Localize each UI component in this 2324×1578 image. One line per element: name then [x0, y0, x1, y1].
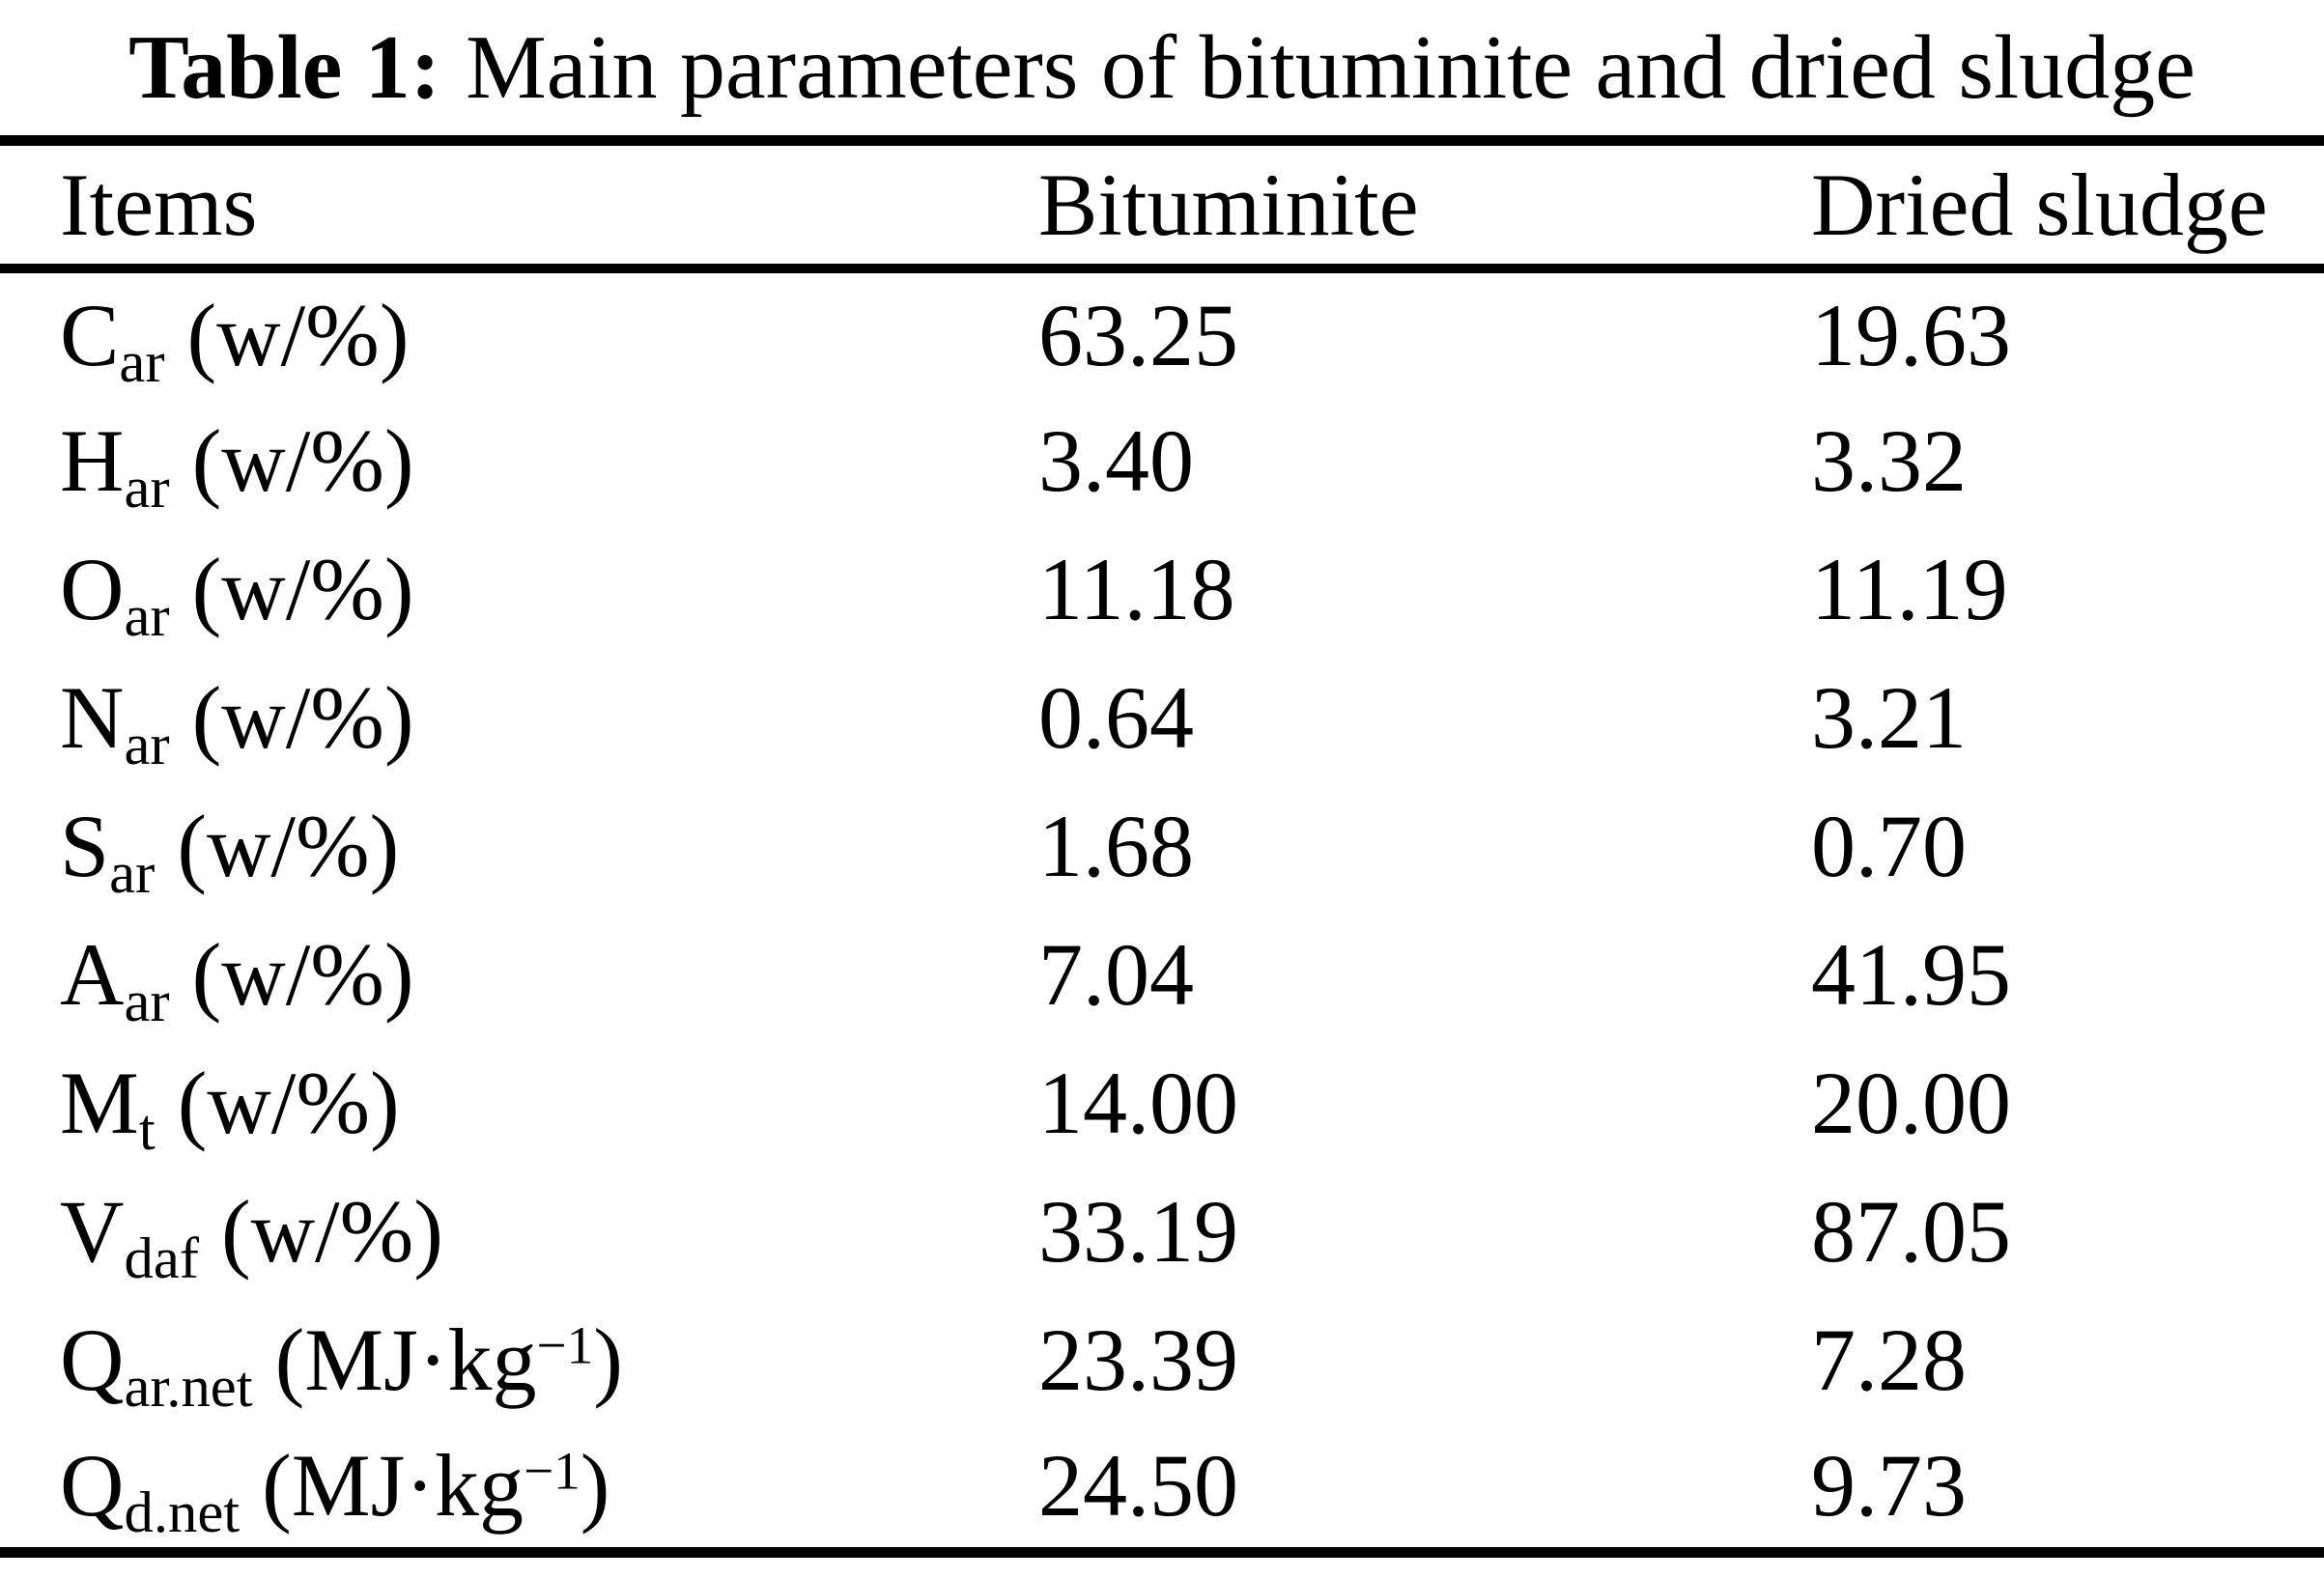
item-subscript: d.net — [124, 1480, 241, 1546]
item-label: Nar (w/%) — [0, 654, 1038, 782]
bituminite-value: 3.40 — [1038, 411, 1194, 510]
table-row-aar: Aar (w/%) 7.04 41.95 — [0, 911, 2324, 1039]
item-subscript: ar — [124, 970, 170, 1034]
item-label: Aar (w/%) — [0, 911, 1038, 1039]
item-unit-close: ) — [580, 1436, 610, 1536]
item-symbol: A — [60, 925, 125, 1024]
table-caption-label: Table 1: — [128, 17, 441, 118]
table-row-oar: Oar (w/%) 11.18 11.19 — [0, 525, 2324, 654]
item-unit: (w/%) — [155, 1054, 400, 1152]
parameters-table: Items Bituminite Dried sludge Car (w/%) … — [0, 135, 2324, 1558]
dried-sludge-value: 20.00 — [1811, 1054, 2011, 1152]
dried-sludge-value: 0.70 — [1811, 797, 1967, 895]
table-row-vdaf: Vdaf (w/%) 33.19 87.05 — [0, 1168, 2324, 1296]
dried-sludge-value: 11.19 — [1811, 540, 2008, 638]
item-label: Qd.net (MJ·kg−1) — [0, 1424, 1038, 1553]
item-unit: (w/%) — [198, 1182, 443, 1281]
table-row-nar: Nar (w/%) 0.64 3.21 — [0, 654, 2324, 782]
item-label: Qar.net (MJ·kg−1) — [0, 1296, 1038, 1424]
item-symbol: V — [60, 1182, 125, 1281]
bituminite-value: 14.00 — [1038, 1054, 1238, 1152]
item-symbol: S — [60, 797, 110, 895]
table-row-sar: Sar (w/%) 1.68 0.70 — [0, 782, 2324, 911]
item-subscript: ar — [124, 584, 170, 649]
item-label: Har (w/%) — [0, 397, 1038, 525]
item-unit-exponent: −1 — [524, 1441, 581, 1501]
item-label: Sar (w/%) — [0, 782, 1038, 911]
column-header-dried-sludge: Dried sludge — [1811, 140, 2324, 273]
item-unit: (w/%) — [169, 925, 414, 1024]
item-unit: (w/%) — [164, 285, 410, 384]
bituminite-value: 11.18 — [1038, 540, 1235, 638]
item-unit: (w/%) — [169, 668, 414, 767]
item-symbol: O — [60, 540, 125, 638]
header-row: Items Bituminite Dried sludge — [0, 140, 2324, 273]
item-unit: (w/%) — [155, 797, 400, 895]
dried-sludge-value: 9.73 — [1811, 1436, 1967, 1536]
item-symbol: N — [60, 668, 125, 767]
item-label: Mt (w/%) — [0, 1039, 1038, 1168]
item-subscript: ar — [109, 841, 156, 906]
dried-sludge-value: 7.28 — [1811, 1310, 1967, 1409]
bituminite-value: 7.04 — [1038, 925, 1194, 1024]
dried-sludge-value: 3.21 — [1811, 668, 1967, 767]
bituminite-value: 63.25 — [1038, 285, 1238, 384]
table-row-mt: Mt (w/%) 14.00 20.00 — [0, 1039, 2324, 1168]
item-symbol: Q — [60, 1436, 125, 1536]
item-symbol: C — [60, 285, 120, 384]
item-label: Oar (w/%) — [0, 525, 1038, 654]
item-subscript: ar — [124, 713, 170, 777]
item-subscript: daf — [124, 1226, 199, 1291]
dried-sludge-value: 3.32 — [1811, 411, 1967, 510]
dried-sludge-value: 87.05 — [1811, 1182, 2011, 1281]
item-label: Vdaf (w/%) — [0, 1168, 1038, 1296]
table-caption: Table 1: Main parameters of bituminite a… — [0, 0, 2324, 135]
bituminite-value: 24.50 — [1038, 1436, 1238, 1536]
table-row-qdnet: Qd.net (MJ·kg−1) 24.50 9.73 — [0, 1424, 2324, 1553]
column-header-bituminite: Bituminite — [1038, 140, 1811, 273]
item-unit-exponent: −1 — [536, 1315, 594, 1375]
item-subscript: ar.net — [124, 1355, 253, 1420]
item-subscript: ar — [124, 456, 170, 521]
table-body: Car (w/%) 63.25 19.63 Har (w/%) 3.40 3.3… — [0, 268, 2324, 1553]
item-unit: (MJ·kg — [240, 1436, 524, 1536]
table-row-har: Har (w/%) 3.40 3.32 — [0, 397, 2324, 525]
table-header: Items Bituminite Dried sludge — [0, 140, 2324, 273]
bituminite-value: 0.64 — [1038, 668, 1194, 767]
table-row-car: Car (w/%) 63.25 19.63 — [0, 268, 2324, 397]
bituminite-value: 23.39 — [1038, 1310, 1238, 1409]
table-row-qarnet: Qar.net (MJ·kg−1) 23.39 7.28 — [0, 1296, 2324, 1424]
table-caption-text: Main parameters of bituminite and dried … — [466, 17, 2196, 118]
item-unit: (w/%) — [169, 411, 414, 510]
item-symbol: H — [60, 411, 125, 510]
item-unit-close: ) — [593, 1310, 623, 1409]
item-unit: (MJ·kg — [252, 1310, 537, 1409]
bituminite-value: 33.19 — [1038, 1182, 1238, 1281]
item-unit: (w/%) — [169, 540, 414, 638]
item-symbol: Q — [60, 1310, 125, 1409]
item-subscript: ar — [119, 329, 165, 395]
bituminite-value: 1.68 — [1038, 797, 1194, 895]
column-header-items: Items — [0, 140, 1038, 273]
item-label: Car (w/%) — [0, 268, 1038, 397]
item-symbol: M — [60, 1054, 139, 1152]
dried-sludge-value: 19.63 — [1811, 285, 2011, 384]
item-subscript: t — [138, 1098, 156, 1163]
dried-sludge-value: 41.95 — [1811, 925, 2011, 1024]
